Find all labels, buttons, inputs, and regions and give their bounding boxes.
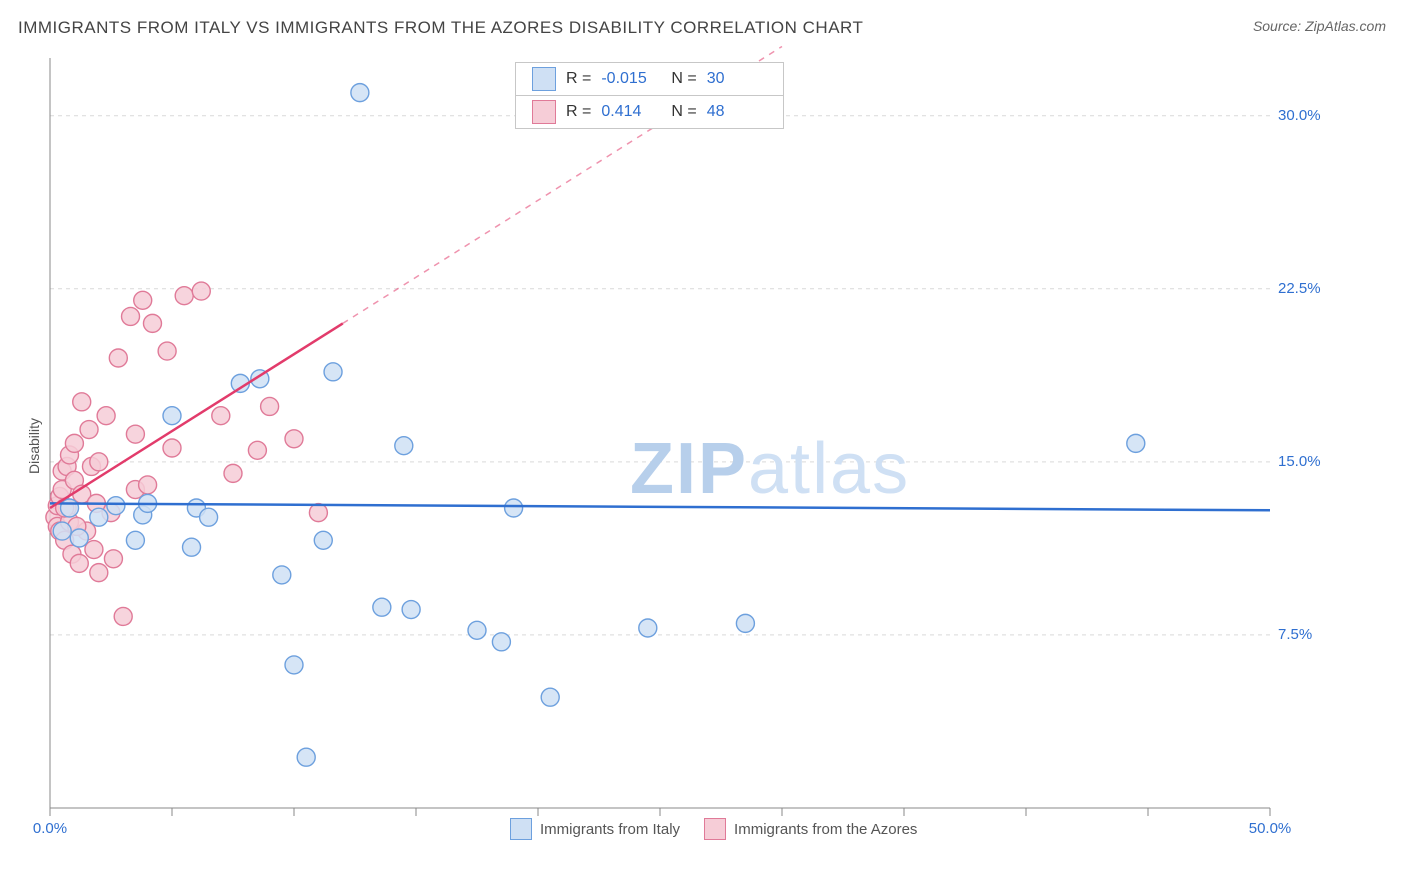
legend-label-a: Immigrants from Italy — [540, 821, 680, 838]
chart-title: IMMIGRANTS FROM ITALY VS IMMIGRANTS FROM… — [18, 18, 863, 38]
n-value-a: 30 — [707, 70, 767, 88]
r-label-a: R = — [566, 70, 591, 88]
source-label: Source: ZipAtlas.com — [1253, 18, 1386, 34]
n-value-b: 48 — [707, 103, 767, 121]
legend-item-a: Immigrants from Italy — [510, 818, 680, 840]
swatch-a-icon — [510, 818, 532, 840]
rn-legend-box: R = -0.015 N = 30 R = 0.414 N = 48 — [515, 62, 784, 129]
n-label-a: N = — [671, 70, 696, 88]
r-value-a: -0.015 — [601, 70, 661, 88]
r-value-b: 0.414 — [601, 103, 661, 121]
rn-legend-row-a: R = -0.015 N = 30 — [516, 63, 783, 96]
n-label-b: N = — [671, 103, 696, 121]
chart-svg — [50, 58, 1330, 838]
y-tick-label: 15.0% — [1278, 453, 1338, 470]
r-label-b: R = — [566, 103, 591, 121]
y-axis-label: Disability — [26, 418, 42, 474]
y-tick-label: 30.0% — [1278, 107, 1338, 124]
y-tick-label: 7.5% — [1278, 626, 1338, 643]
x-tick-label: 50.0% — [1249, 820, 1292, 837]
bottom-legend: Immigrants from Italy Immigrants from th… — [510, 818, 917, 840]
x-tick-label: 0.0% — [33, 820, 67, 837]
swatch-b-icon — [704, 818, 726, 840]
swatch-series-a — [532, 67, 556, 91]
chart-plot-area: ZIPatlas R = -0.015 N = 30 R = 0.414 N =… — [50, 58, 1330, 838]
legend-item-b: Immigrants from the Azores — [704, 818, 917, 840]
rn-legend-row-b: R = 0.414 N = 48 — [516, 96, 783, 128]
swatch-series-b — [532, 100, 556, 124]
source-name: ZipAtlas.com — [1305, 18, 1386, 34]
y-tick-label: 22.5% — [1278, 280, 1338, 297]
source-prefix: Source: — [1253, 18, 1305, 34]
legend-label-b: Immigrants from the Azores — [734, 821, 917, 838]
